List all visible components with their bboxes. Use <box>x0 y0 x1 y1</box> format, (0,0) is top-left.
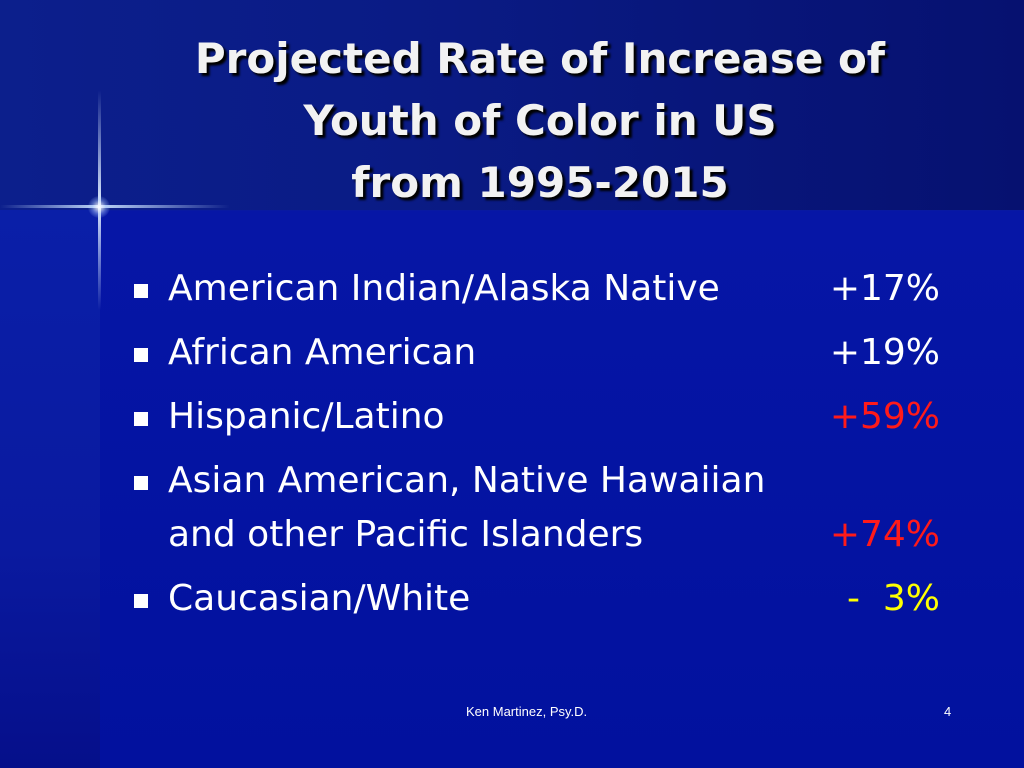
header-band <box>0 0 1024 210</box>
slide-title: Projected Rate of Increase of Youth of C… <box>110 28 970 214</box>
sparkle-icon <box>88 196 110 218</box>
bullet-value: +19% <box>829 332 940 373</box>
square-bullet-icon <box>134 284 148 298</box>
bullet-value: - 3% <box>847 578 940 619</box>
bullet-item-american-indian: American Indian/Alaska Native +17% <box>130 262 960 316</box>
square-bullet-icon <box>134 594 148 608</box>
bullet-label-line-2: and other Pacific Islanders <box>168 514 644 555</box>
bullet-label: Caucasian/White <box>168 578 471 619</box>
slide-number: 4 <box>944 704 952 719</box>
bullet-label: American Indian/Alaska Native <box>168 268 720 309</box>
bullet-item-african-american: African American +19% <box>130 326 960 380</box>
square-bullet-icon <box>134 476 148 490</box>
sparkle-horizontal-ray <box>0 205 230 208</box>
bullet-item-caucasian-white: Caucasian/White - 3% <box>130 572 960 626</box>
square-bullet-icon <box>134 412 148 426</box>
bullet-item-hispanic-latino: Hispanic/Latino +59% <box>130 390 960 444</box>
bullet-list: American Indian/Alaska Native +17% Afric… <box>130 262 960 636</box>
square-bullet-icon <box>134 348 148 362</box>
left-band <box>0 210 100 768</box>
bullet-value: +59% <box>829 396 940 437</box>
bullet-value: +74% <box>829 514 940 555</box>
footer-author: Ken Martinez, Psy.D. <box>466 704 588 719</box>
bullet-label: Hispanic/Latino <box>168 396 445 437</box>
bullet-value: +17% <box>829 268 940 309</box>
bullet-label: African American <box>168 332 477 373</box>
bullet-item-asian-american: Asian American, Native Hawaiian and othe… <box>130 454 960 562</box>
bullet-label-line-1: Asian American, Native Hawaiian <box>168 460 766 501</box>
title-line-2: Youth of Color in US <box>303 96 777 145</box>
title-line-1: Projected Rate of Increase of <box>194 34 886 83</box>
title-line-3: from 1995-2015 <box>351 158 729 207</box>
